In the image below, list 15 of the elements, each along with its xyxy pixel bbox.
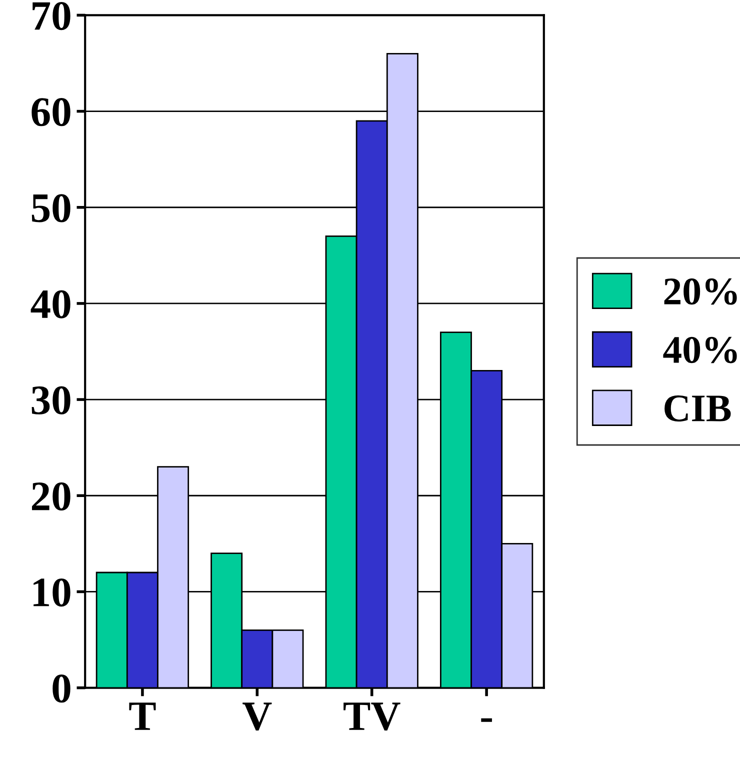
legend-label: 40%	[663, 336, 737, 364]
y-tick-label: 10	[34, 578, 70, 607]
legend-label: 20%	[664, 278, 737, 305]
y-tick-label: 60	[32, 98, 70, 126]
x-tick-label: T	[129, 702, 156, 730]
x-tick-label: -	[481, 718, 492, 722]
x-tick-label: TV	[344, 702, 400, 731]
y-tick-label: 30	[32, 386, 70, 414]
x-tick-label: V	[242, 702, 272, 731]
legend-label: CIB	[664, 395, 731, 422]
y-tick-label: 70	[32, 2, 70, 30]
y-tick-label: 40	[30, 290, 70, 318]
y-tick-label: 0	[52, 674, 70, 703]
y-tick-label: 50	[32, 194, 70, 222]
y-tick-label: 20	[32, 482, 70, 510]
